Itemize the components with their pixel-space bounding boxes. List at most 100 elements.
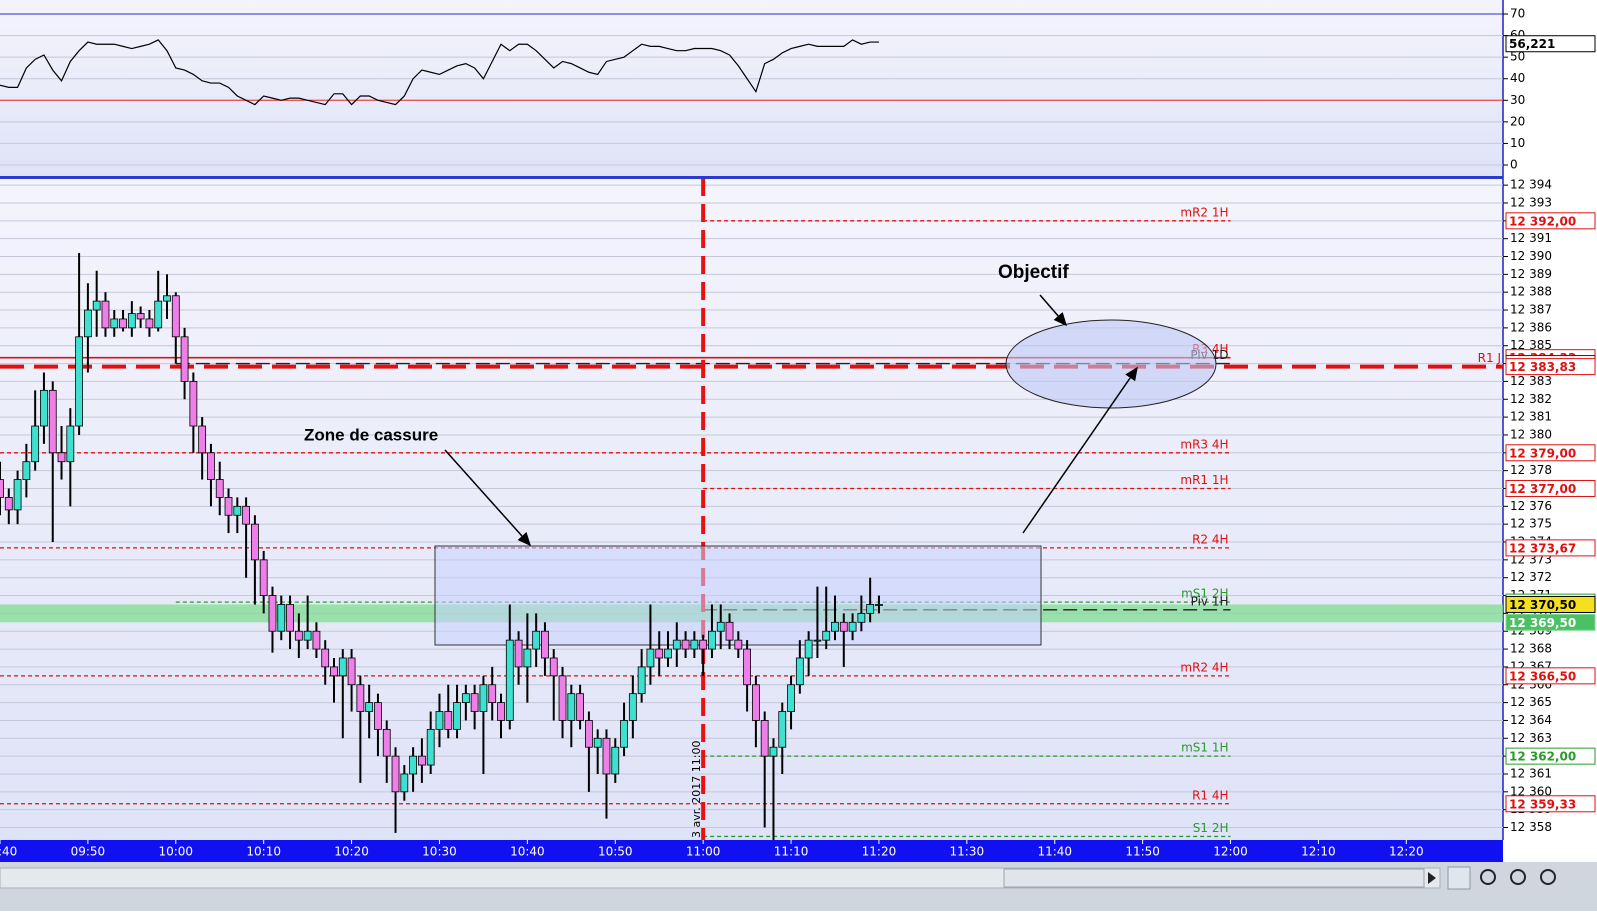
x-tick-label: 10:40 [510, 845, 545, 859]
candle-body [31, 425, 40, 463]
candle-body [294, 630, 303, 641]
level-name: Piv 1H [1191, 594, 1229, 608]
candle-body [699, 639, 708, 650]
candle-body [286, 604, 294, 632]
candle-body [672, 639, 681, 650]
candle-body [708, 630, 716, 650]
y-tick-label: 12 375 [1510, 517, 1552, 531]
y-tick-label: 12 361 [1510, 766, 1552, 780]
level-name: mR2 1H [1180, 205, 1228, 219]
candle-body [479, 684, 488, 712]
panel-separator [0, 176, 1503, 179]
candle-body [198, 425, 207, 454]
candle-body [497, 702, 505, 721]
candle-body [760, 720, 769, 757]
candle-body [751, 684, 760, 721]
break-zone [434, 545, 1042, 646]
candle-body [769, 746, 778, 757]
level-price-label: 12 373,67 [1509, 541, 1576, 555]
candle-body [444, 711, 453, 730]
candle-body [400, 773, 409, 793]
rsi-line [0, 39, 879, 106]
candle-body [92, 300, 101, 311]
rsi-panel [0, 0, 1503, 176]
candle-body [620, 720, 628, 748]
y-tick-label: 10 [1510, 136, 1525, 150]
candle-body [83, 309, 92, 338]
candle-body [514, 639, 523, 668]
zone-price-label-box [1505, 613, 1596, 631]
zoom-fit-button[interactable] [1480, 869, 1496, 885]
price-panel [0, 178, 1503, 840]
candle-body [338, 657, 347, 677]
x-tick-label: 11:30 [950, 845, 985, 859]
candle-body [743, 648, 752, 686]
level-name: mS1 2H [1181, 587, 1228, 601]
candle-body [549, 657, 558, 677]
level-price-label: 12 377,00 [1509, 482, 1576, 496]
candle-body [795, 657, 804, 686]
zoom-in-button[interactable] [1540, 869, 1556, 885]
target-ellipse [1005, 319, 1217, 409]
scrollbar-thumb[interactable] [1003, 868, 1425, 888]
y-tick-label: 12 380 [1510, 427, 1552, 441]
level-price-label: 12 366,50 [1509, 669, 1576, 683]
candle-body [356, 684, 365, 712]
level-price-label: 12 359,33 [1509, 797, 1576, 811]
level-price-label: 12 362,00 [1509, 750, 1576, 764]
candle-body [857, 612, 866, 623]
y-tick-label: 20 [1510, 114, 1525, 128]
candle-body [365, 702, 374, 712]
level-price-label-box [1505, 667, 1596, 685]
tool-button[interactable] [1447, 866, 1471, 890]
candle-body [505, 639, 514, 721]
candle-body [277, 604, 286, 632]
y-tick-label: 40 [1510, 71, 1525, 85]
candle-body [0, 479, 4, 498]
level-price-label-box [1505, 479, 1596, 497]
price-axis-panel [1503, 0, 1597, 840]
candle-body [374, 702, 382, 730]
x-tick-label: 11:50 [1125, 845, 1160, 859]
y-tick-label: 30 [1510, 93, 1525, 107]
candle-body [224, 497, 233, 516]
level-price-label-box [1505, 444, 1596, 462]
candle-body [207, 452, 215, 480]
candle-body [303, 630, 312, 641]
y-tick-label: 12 387 [1510, 303, 1552, 317]
candle-body [453, 702, 461, 730]
candle-body [875, 604, 883, 606]
rsi-last-value-box [1505, 35, 1596, 53]
scroll-right-button[interactable] [1428, 872, 1436, 884]
level-price-label-box [1505, 539, 1596, 557]
candle-body [681, 639, 690, 650]
x-tick-label: 10:10 [246, 845, 281, 859]
candle-body [488, 684, 497, 704]
zoom-out-button[interactable] [1510, 869, 1526, 885]
candle-body [163, 295, 171, 302]
level-name: mS1 1H [1181, 741, 1228, 755]
level-price-label: 12 392,00 [1509, 214, 1576, 228]
candle-body [787, 684, 795, 712]
arrow [444, 449, 532, 547]
x-tick-label: 11:20 [862, 845, 897, 859]
candle-body [127, 313, 136, 329]
x-axis-strip [0, 840, 1503, 862]
y-tick-label: 12 393 [1510, 195, 1552, 209]
candle-body [804, 639, 813, 659]
candle-body [576, 693, 585, 721]
candle-body [382, 728, 391, 757]
x-tick-label: 10:00 [158, 845, 193, 859]
candle-body [567, 693, 576, 721]
x-tick-label: 10:20 [334, 845, 369, 859]
candle-body [417, 755, 426, 766]
candle-body [646, 648, 655, 668]
x-tick-label: 11:00 [686, 845, 721, 859]
y-tick-label: 50 [1510, 50, 1525, 64]
y-tick-label: 12 382 [1510, 392, 1552, 406]
candle-body [813, 639, 822, 642]
level-name: R1 4H [1192, 788, 1228, 802]
candle-body [4, 497, 13, 511]
